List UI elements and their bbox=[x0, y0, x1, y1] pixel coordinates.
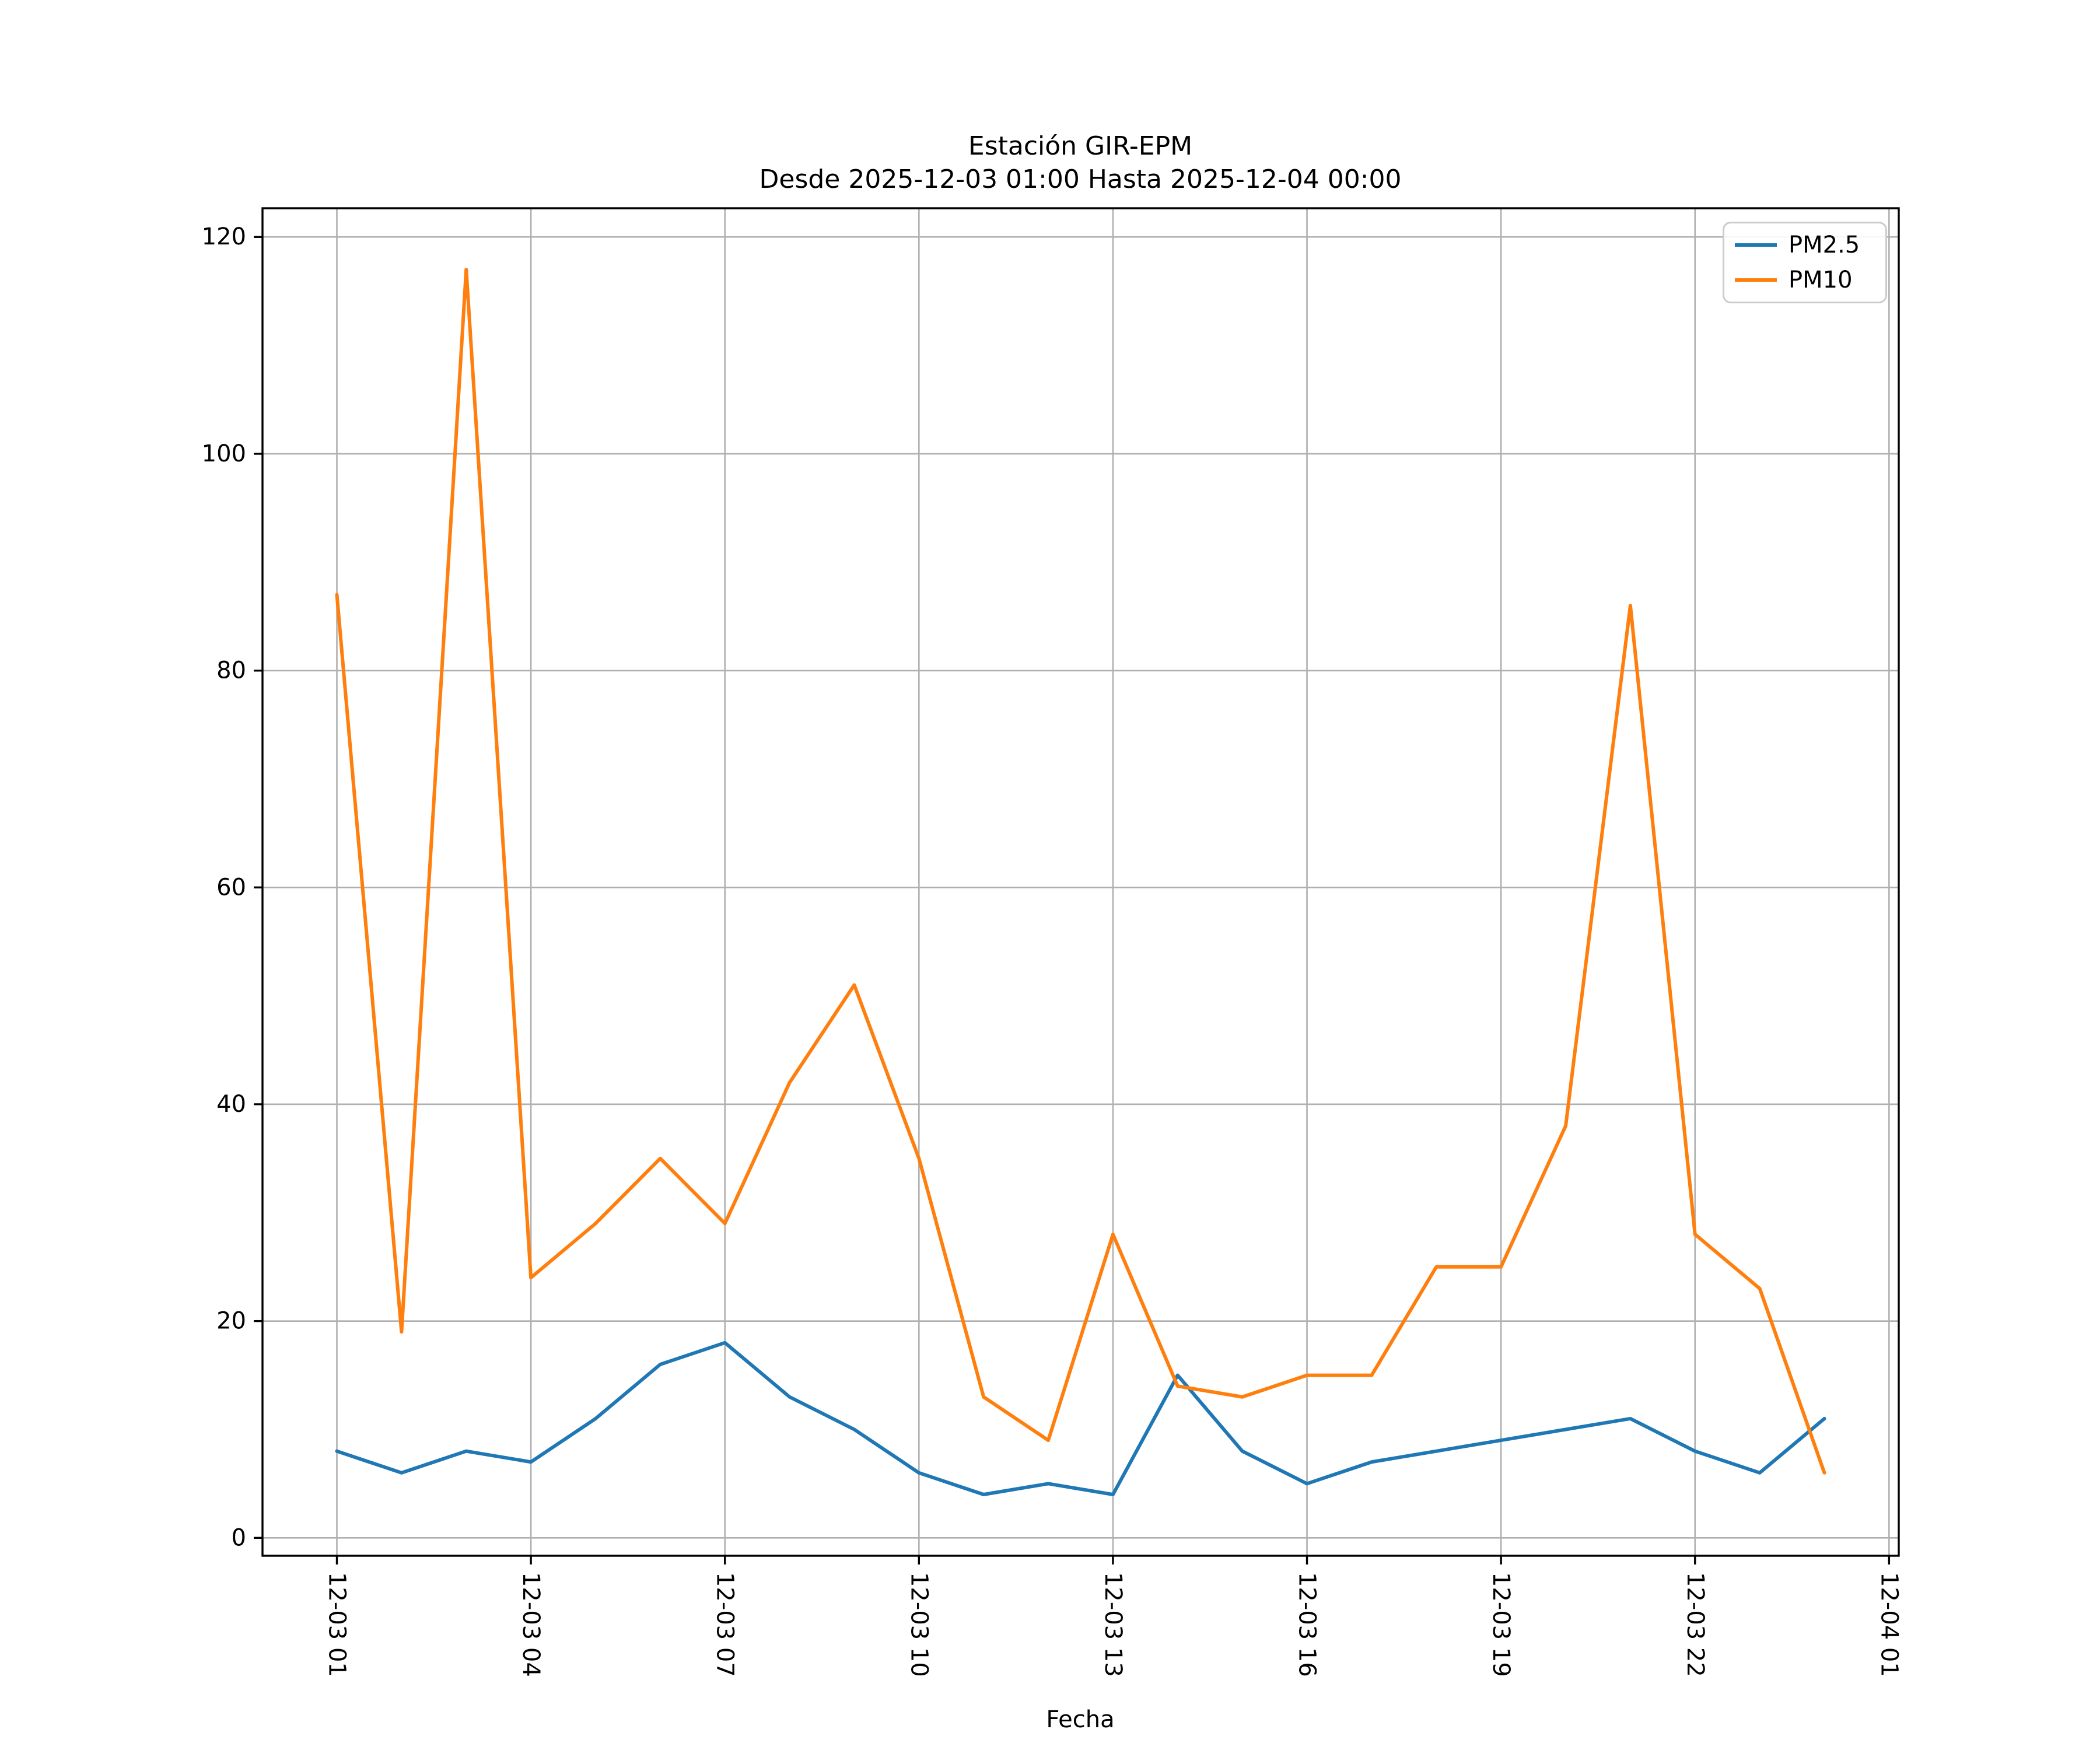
x-tick-label: 12-03 22 bbox=[1682, 1572, 1709, 1677]
x-axis-label: Fecha bbox=[1046, 1706, 1115, 1733]
x-tick-label: 12-03 13 bbox=[1100, 1572, 1126, 1677]
x-tick-label: 12-03 16 bbox=[1294, 1572, 1321, 1677]
legend-label: PM10 bbox=[1788, 267, 1853, 293]
legend-label: PM2.5 bbox=[1788, 232, 1860, 258]
x-tick-label: 12-03 01 bbox=[324, 1572, 351, 1677]
y-tick-label: 80 bbox=[216, 657, 246, 684]
x-tick-label: 12-04 01 bbox=[1875, 1572, 1902, 1677]
chart-title-block: Estación GIR-EPM Desde 2025-12-03 01:00 … bbox=[759, 130, 1401, 196]
chart-title: Estación GIR-EPM bbox=[968, 131, 1193, 161]
series-line-pm25 bbox=[335, 1340, 1826, 1496]
y-tick-label: 120 bbox=[202, 223, 246, 250]
legend-row: PM2.5 bbox=[1735, 232, 1875, 258]
x-tick-label: 12-03 07 bbox=[712, 1572, 738, 1677]
y-tick-label: 20 bbox=[216, 1308, 246, 1335]
x-tick-label: 12-03 10 bbox=[905, 1572, 932, 1677]
legend-line-sample bbox=[1735, 278, 1777, 282]
legend: PM2.5 PM10 bbox=[1723, 222, 1887, 303]
y-tick-label: 60 bbox=[216, 874, 246, 901]
chart-subtitle: Desde 2025-12-03 01:00 Hasta 2025-12-04 … bbox=[759, 164, 1402, 194]
y-tick-label: 100 bbox=[202, 440, 246, 467]
x-tick-label: 12-03 19 bbox=[1488, 1572, 1514, 1677]
y-tick-label: 0 bbox=[232, 1524, 246, 1551]
series-line-pm10 bbox=[335, 268, 1826, 1475]
legend-line-sample bbox=[1735, 243, 1777, 247]
axes-spines bbox=[261, 207, 1900, 1557]
x-tick-label: 12-03 04 bbox=[517, 1572, 544, 1677]
y-tick-label: 40 bbox=[216, 1091, 246, 1118]
legend-row: PM10 bbox=[1735, 267, 1875, 293]
